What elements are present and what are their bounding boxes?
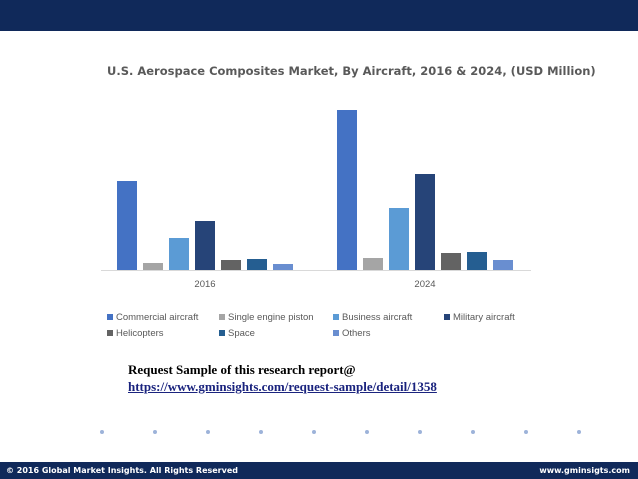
decorative-dot xyxy=(577,430,581,434)
decorative-dot xyxy=(365,430,369,434)
legend-swatch xyxy=(333,314,339,320)
decorative-dot xyxy=(153,430,157,434)
legend-swatch xyxy=(107,330,113,336)
decorative-dot xyxy=(312,430,316,434)
bar-others-2024 xyxy=(493,260,513,270)
legend-swatch xyxy=(107,314,113,320)
footer-bar: © 2016 Global Market Insights. All Right… xyxy=(0,462,638,479)
legend-swatch xyxy=(219,330,225,336)
x-tick-label: 2016 xyxy=(194,279,215,290)
legend-label: Space xyxy=(228,328,255,339)
legend-label: Helicopters xyxy=(116,328,164,339)
decorative-dot xyxy=(418,430,422,434)
bar-business-aircraft-2024 xyxy=(389,208,409,270)
legend-label: Others xyxy=(342,328,371,339)
bar-business-aircraft-2016 xyxy=(169,238,189,270)
x-tick-label: 2024 xyxy=(414,279,435,290)
legend-swatch xyxy=(219,314,225,320)
legend-swatch xyxy=(333,330,339,336)
decorative-dot xyxy=(206,430,210,434)
bar-space-2016 xyxy=(247,259,267,270)
legend-label: Commercial aircraft xyxy=(116,312,199,323)
decorative-dot xyxy=(524,430,528,434)
bar-commercial-aircraft-2016 xyxy=(117,181,137,270)
chart-title: U.S. Aerospace Composites Market, By Air… xyxy=(107,64,596,78)
decorative-dot xyxy=(259,430,263,434)
legend-label: Single engine piston xyxy=(228,312,314,323)
bar-commercial-aircraft-2024 xyxy=(337,110,357,270)
bar-others-2016 xyxy=(273,264,293,270)
chart: 2016 2024 Commercial aircraft Single engine… xyxy=(101,110,531,339)
header-bar xyxy=(0,0,638,31)
bar-single-engine-piston-2016 xyxy=(143,263,163,270)
bar-military-aircraft-2016 xyxy=(195,221,215,270)
bar-military-aircraft-2024 xyxy=(415,174,435,270)
decorative-dot xyxy=(100,430,104,434)
request-sample-text: Request Sample of this research report@ xyxy=(128,362,356,377)
bar-helicopters-2024 xyxy=(441,253,461,270)
legend-label: Business aircraft xyxy=(342,312,413,323)
footer-copyright: © 2016 Global Market Insights. All Right… xyxy=(6,466,238,475)
legend-swatch xyxy=(444,314,450,320)
decorative-dot xyxy=(471,430,475,434)
request-sample-link[interactable]: https://www.gminsights.com/request-sampl… xyxy=(128,379,437,394)
bar-helicopters-2016 xyxy=(221,260,241,270)
bar-space-2024 xyxy=(467,252,487,270)
footer-website: www.gminsigts.com xyxy=(539,466,630,475)
request-sample-block: Request Sample of this research report@ … xyxy=(128,361,548,395)
bar-single-engine-piston-2024 xyxy=(363,258,383,270)
legend-label: Military aircraft xyxy=(453,312,515,323)
